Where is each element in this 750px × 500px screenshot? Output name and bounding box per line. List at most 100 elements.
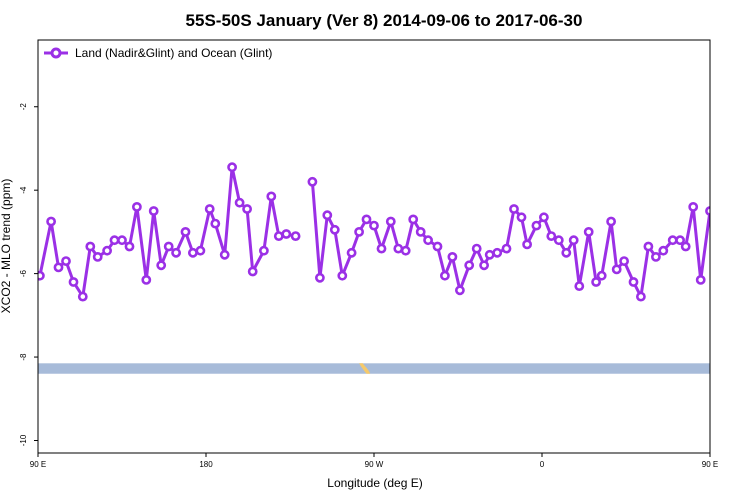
data-point: [447, 251, 458, 262]
data-point: [546, 231, 557, 241]
data-point: [705, 206, 710, 216]
y-tick-label: -10: [19, 434, 28, 446]
data-point: [574, 281, 585, 291]
data-point: [187, 247, 198, 258]
data-point: [314, 272, 325, 283]
data-point: [38, 270, 45, 281]
data-point: [675, 235, 685, 246]
data-point: [46, 216, 56, 227]
data-point: [369, 220, 379, 231]
data-point: [242, 204, 252, 214]
data-point: [568, 235, 579, 246]
data-point: [307, 176, 318, 187]
data-point: [658, 245, 669, 256]
chart-title: 55S-50S January (Ver 8) 2014-09-06 to 20…: [186, 11, 583, 30]
data-point: [423, 235, 433, 246]
data-point: [204, 204, 215, 214]
data-point: [583, 226, 594, 237]
data-point: [227, 162, 237, 173]
data-point: [628, 277, 639, 287]
data-point: [606, 216, 616, 227]
data-point: [195, 245, 206, 256]
x-axis-label: Longitude (deg E): [327, 476, 422, 490]
data-point: [591, 277, 601, 287]
data-point: [102, 245, 112, 256]
data-point: [376, 243, 387, 254]
data-point: [53, 262, 64, 273]
x-tick-label: 90 W: [365, 460, 384, 469]
data-point: [180, 226, 191, 237]
data-point: [92, 251, 103, 262]
data-point: [539, 212, 549, 223]
data-point: [329, 224, 340, 235]
data-point: [509, 204, 519, 214]
data-point: [163, 241, 174, 252]
data-point: [439, 270, 450, 281]
legend-swatch-marker: [50, 47, 62, 59]
data-point: [156, 260, 167, 271]
y-tick-label: -6: [19, 270, 28, 278]
data-point: [501, 243, 512, 254]
data-point: [322, 210, 333, 221]
data-point: [141, 274, 152, 285]
data-point: [273, 231, 284, 241]
data-point: [531, 220, 542, 231]
data-point: [680, 241, 691, 252]
data-point: [553, 235, 564, 246]
data-point: [131, 201, 142, 212]
x-tick-label: 90 E: [30, 460, 46, 469]
data-point: [148, 206, 159, 216]
data-point: [688, 201, 699, 212]
data-point: [492, 247, 503, 258]
data-point: [561, 247, 572, 258]
data-point: [619, 256, 629, 266]
data-point: [464, 260, 475, 271]
x-tick-label: 0: [540, 460, 545, 469]
data-point: [290, 231, 301, 241]
y-tick-label: -8: [19, 353, 28, 361]
data-point: [210, 218, 221, 229]
data-point: [479, 260, 489, 271]
data-point: [454, 285, 465, 296]
data-point: [400, 245, 411, 256]
data-point: [85, 241, 96, 252]
data-point: [643, 241, 654, 252]
data-point: [611, 264, 622, 275]
x-tick-label: 180: [199, 460, 213, 469]
data-point: [354, 226, 364, 237]
data-point: [266, 191, 277, 202]
data-point: [219, 249, 230, 260]
data-point: [636, 291, 646, 302]
data-point: [522, 239, 532, 250]
data-point: [432, 241, 443, 252]
land-band-layer: [38, 363, 710, 374]
data-point: [596, 270, 607, 281]
x-tick-label: 90 E: [702, 460, 718, 469]
data-point: [471, 243, 482, 254]
legend-series-name: Land (Nadir&Glint) and Ocean (Glint): [75, 46, 272, 60]
land-feature: [359, 363, 371, 374]
legend: Land (Nadir&Glint) and Ocean (Glint): [44, 46, 272, 60]
y-axis-label: XCO2 - MLO trend (ppm): [0, 179, 13, 314]
y-tick-label: -2: [19, 103, 28, 111]
data-point: [337, 270, 348, 281]
data-point: [117, 235, 127, 246]
data-point: [695, 274, 706, 285]
data-point: [258, 245, 269, 256]
data-point: [68, 277, 79, 287]
data-point: [408, 214, 419, 225]
data-point: [247, 266, 258, 277]
y-tick-label: -4: [19, 186, 28, 194]
data-point: [77, 291, 88, 302]
data-point: [109, 235, 120, 246]
data-point: [516, 212, 527, 223]
x-axis: 90 E 180 90 W 0 90 E: [30, 453, 718, 469]
data-point: [651, 251, 661, 262]
data-point: [281, 229, 292, 239]
land-band: [38, 363, 710, 374]
data-point: [361, 214, 372, 225]
data-point: [61, 256, 71, 266]
series-layer: [38, 162, 710, 302]
